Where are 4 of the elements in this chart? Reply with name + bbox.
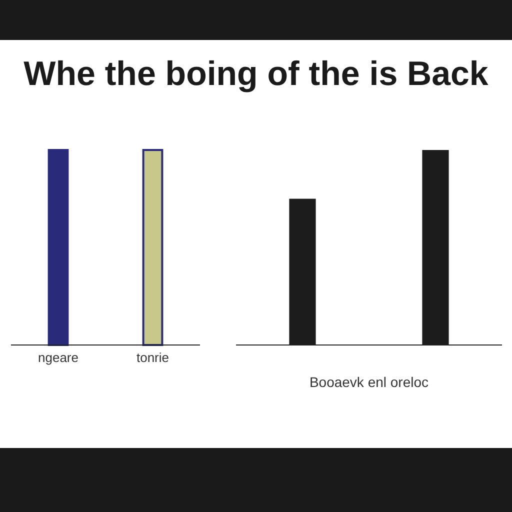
x-axis-title: Booaevk enl oreloc [309, 374, 429, 390]
x-tick-label: tonrie [136, 350, 170, 366]
chart-title: Whe the boing of the is Back [22, 55, 490, 94]
x-tick-label: ngeare [38, 350, 78, 366]
